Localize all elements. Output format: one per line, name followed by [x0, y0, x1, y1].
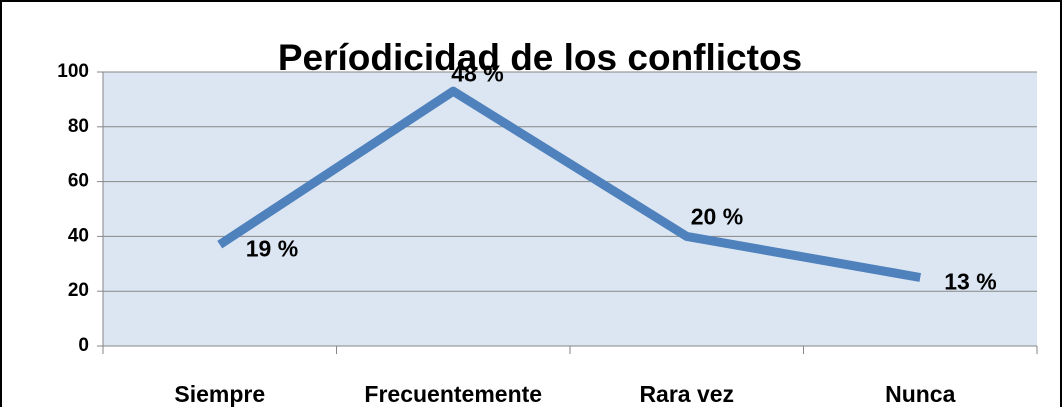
x-tick-label: Rara vez: [639, 381, 734, 407]
y-tick-label: 0: [78, 335, 89, 356]
data-label: 48 %: [451, 60, 503, 86]
plot-area: [103, 72, 1037, 346]
data-line: [217, 86, 922, 282]
data-label: 19 %: [246, 236, 298, 262]
y-tick-label: 20: [68, 280, 89, 301]
x-tick-label: Nunca: [885, 381, 956, 407]
x-tick-label: Frecuentemente: [364, 381, 542, 407]
y-tick-label: 60: [68, 171, 89, 192]
y-tick-label: 40: [68, 225, 89, 246]
chart-title: Períodicidad de los conflictos: [278, 37, 802, 78]
y-tick-label: 80: [68, 116, 89, 137]
data-label: 13 %: [944, 269, 996, 295]
y-tick-label: 100: [57, 61, 89, 82]
data-label: 20 %: [691, 203, 743, 229]
x-tick-label: Siempre: [174, 381, 265, 407]
